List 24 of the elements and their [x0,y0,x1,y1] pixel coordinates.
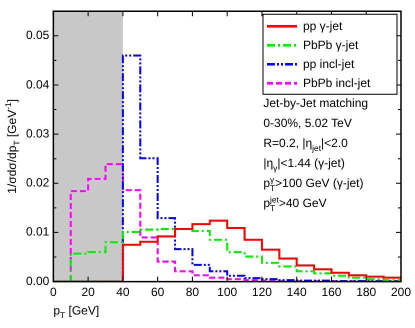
x-tick-label: 140 [286,285,308,300]
legend-label: pp γ-jet [302,19,344,34]
x-tick-label: 60 [150,285,165,300]
x-tick-label: 100 [217,285,238,300]
y-axis-title: 1/σdσ/dpT [GeV-1] [3,99,22,194]
x-tick-label: 0 [50,285,58,300]
y-tick-label: 0.02 [26,176,50,190]
y-tick-label: 0.00 [26,274,50,288]
annotation: Jet-by-Jet matching [263,96,368,110]
legend-label: PbPb incl-jet [302,76,372,90]
x-tick-label: 160 [321,285,342,300]
x-tick-label: 40 [116,285,130,300]
x-tick-label: 80 [186,285,200,300]
annotation: 0-30%, 5.02 TeV [263,116,352,130]
legend-label: pp incl-jet [302,57,356,72]
x-tick-label: 200 [390,285,412,300]
y-tick-label: 0.05 [26,28,50,42]
legend-label: PbPb γ-jet [302,38,360,52]
y-tick-label: 0.04 [26,77,50,92]
y-tick-label: 0.03 [26,126,50,140]
x-tick-label: 120 [252,285,272,300]
x-tick-label: 20 [81,285,96,300]
x-tick-label: 180 [356,285,377,300]
y-tick-label: 0.01 [26,224,50,239]
